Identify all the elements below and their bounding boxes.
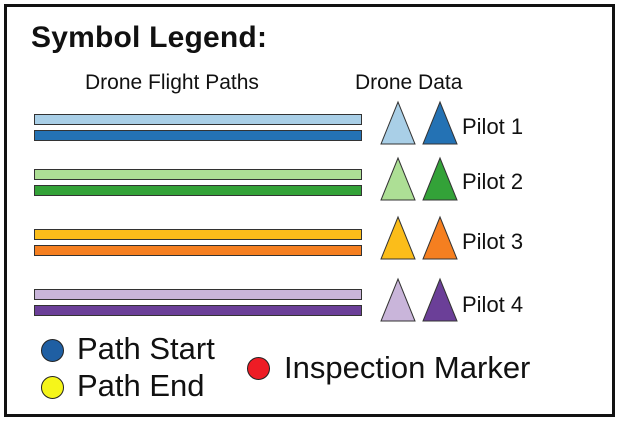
pilot-1-triangle-dark-icon bbox=[422, 100, 458, 145]
pilot-2-label: Pilot 2 bbox=[462, 169, 524, 194]
pilot-4-triangle-light-icon bbox=[380, 277, 416, 322]
legend-title: Symbol Legend: bbox=[31, 21, 268, 54]
pilot-2-path-dark bbox=[34, 185, 362, 196]
symbol-legend: Symbol Legend: Drone Flight Paths Drone … bbox=[4, 4, 615, 417]
pilot-3-triangle-dark-icon bbox=[422, 215, 458, 260]
pilot-3-path-light bbox=[34, 229, 362, 240]
pilot-3-path-dark bbox=[34, 245, 362, 256]
path-end-dot-icon bbox=[41, 376, 64, 399]
inspection-marker-label: Inspection Marker bbox=[284, 350, 531, 385]
pilot-2-triangle-light-icon bbox=[380, 156, 416, 201]
pilot-3-label: Pilot 3 bbox=[462, 229, 524, 254]
pilot-2-triangle-dark-icon bbox=[422, 156, 458, 201]
pilot-4-label: Pilot 4 bbox=[462, 292, 524, 317]
pilot-3-triangle-light-icon bbox=[380, 215, 416, 260]
pilot-1-label: Pilot 1 bbox=[462, 114, 524, 139]
pilot-1-triangle-light-icon bbox=[380, 100, 416, 145]
pilot-2-path-light bbox=[34, 169, 362, 180]
path-start-label: Path Start bbox=[77, 331, 215, 366]
header-drone-data: Drone Data bbox=[355, 71, 463, 94]
pilot-4-triangle-dark-icon bbox=[422, 277, 458, 322]
pilot-4-path-light bbox=[34, 289, 362, 300]
path-end-label: Path End bbox=[77, 368, 205, 403]
pilot-1-path-dark bbox=[34, 130, 362, 141]
path-start-dot-icon bbox=[41, 339, 64, 362]
inspection-marker-dot-icon bbox=[247, 357, 270, 380]
pilot-1-path-light bbox=[34, 114, 362, 125]
header-flight-paths: Drone Flight Paths bbox=[85, 71, 259, 94]
pilot-4-path-dark bbox=[34, 305, 362, 316]
